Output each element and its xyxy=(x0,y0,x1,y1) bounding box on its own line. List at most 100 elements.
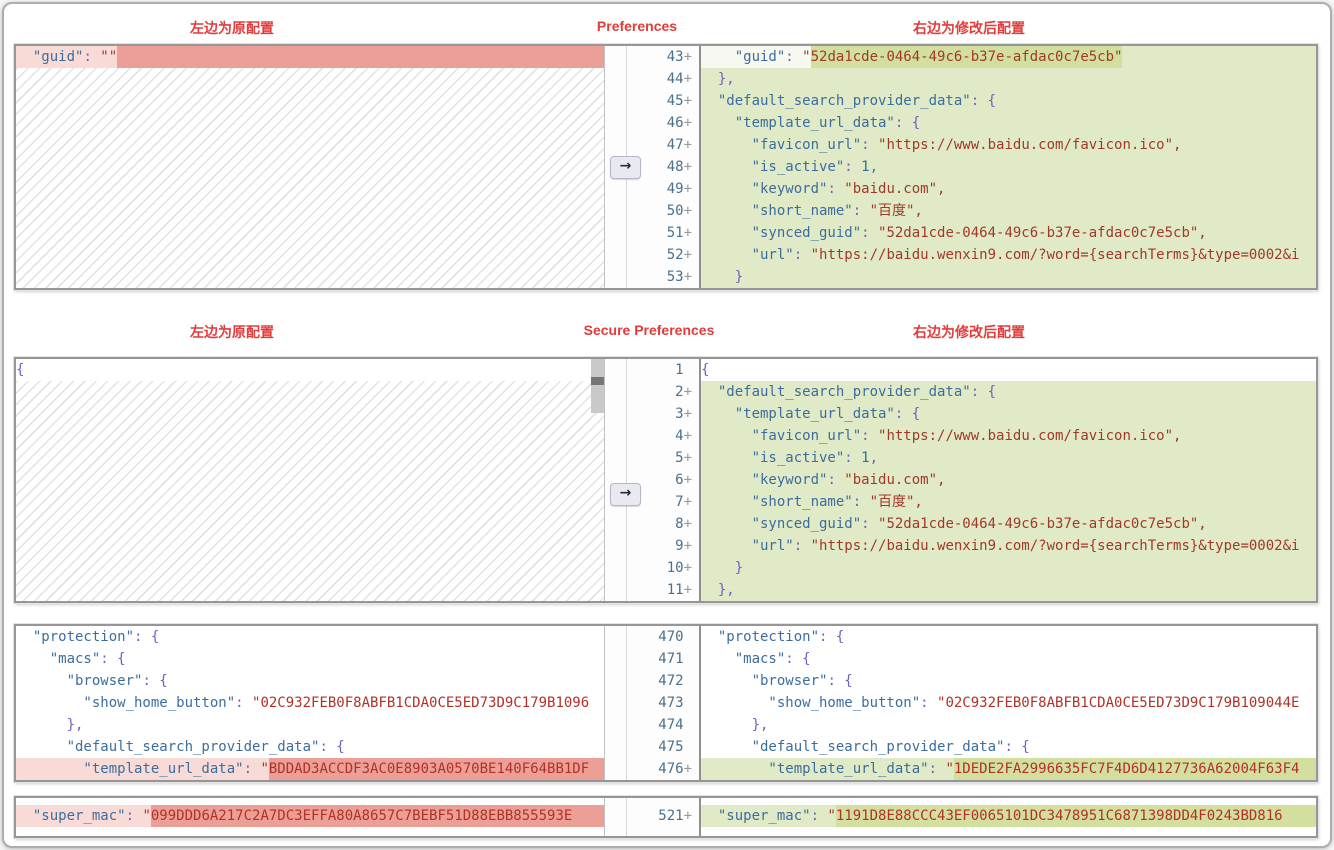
code-line: "template_url_data": { xyxy=(701,112,1316,134)
code-line: "keyword": "baidu.com", xyxy=(701,178,1316,200)
line-number: 44+ xyxy=(666,71,692,87)
modified-config-pane[interactable]: "protection": { "macs": { "browser": { "… xyxy=(701,626,1316,780)
line-number: 11+ xyxy=(666,582,692,598)
line-number: 52+ xyxy=(666,247,692,263)
line-number: 3+ xyxy=(675,406,692,422)
code-line: "macs": { xyxy=(701,648,1316,670)
original-config-pane[interactable]: "protection": { "macs": { "browser": { "… xyxy=(16,626,604,780)
line-number: 48+ xyxy=(666,159,692,175)
code-line: "protection": { xyxy=(701,626,1316,648)
diff-panel-protection-macs: "protection": { "macs": { "browser": { "… xyxy=(14,624,1318,782)
code-line: "short_name": "百度", xyxy=(701,491,1316,513)
merge-arrow-button[interactable]: → xyxy=(610,156,641,179)
file-title: Preferences xyxy=(596,18,678,34)
scrollbar[interactable] xyxy=(591,359,604,413)
modified-config-pane[interactable]: "super_mac": " 1191D8E88CCC43EF0065101DC3… xyxy=(701,798,1316,836)
modified-config-pane[interactable]: { "default_search_provider_data": { "tem… xyxy=(701,359,1316,601)
line-number: 474+ xyxy=(658,717,684,733)
scrollbar-thumb[interactable] xyxy=(591,377,604,385)
code-line: "browser": { xyxy=(701,670,1316,692)
code-line: "super_mac": " 1191D8E88CCC43EF0065101DC3… xyxy=(701,805,1316,827)
line-number: 2+ xyxy=(675,384,692,400)
merge-arrow-button[interactable]: → xyxy=(610,483,641,506)
code-line: "default_search_provider_data": { xyxy=(701,381,1316,403)
code-line: "template_url_data": { xyxy=(701,403,1316,425)
code-line: "show_home_button": "02C932FEB0F8ABFB1CD… xyxy=(16,692,604,714)
code-line: "url": " https://baidu.wenxin9.com/?word=… xyxy=(701,244,1316,266)
diff-panel-super-mac: "super_mac": " 099DDD6A217C2A7DC3EFFA80A8… xyxy=(14,796,1318,838)
code-line: { xyxy=(701,359,1316,381)
line-number: 9+ xyxy=(675,538,692,554)
code-line: "favicon_url": " https://www.baidu.com/fa… xyxy=(701,425,1316,447)
merge-gutter xyxy=(604,798,647,836)
code-line: } xyxy=(701,557,1316,579)
code-line: "super_mac": " 099DDD6A217C2A7DC3EFFA80A8… xyxy=(16,805,604,827)
line-number: 53+ xyxy=(666,269,692,285)
line-number: 51+ xyxy=(666,225,692,241)
line-number: 473+ xyxy=(658,695,684,711)
line-number: 8+ xyxy=(675,516,692,532)
diff-panel-secure-preferences: { → 1+ 2+ 3+ 4+ 5+ 6+ 7+ 8+ 9+ 10+ 11+ { "default_… xyxy=(14,357,1318,603)
left-pane-annotation: 左边为原配置 xyxy=(190,324,274,340)
code-line: }, xyxy=(701,68,1316,90)
line-number: 45+ xyxy=(666,93,692,109)
original-config-pane[interactable]: { xyxy=(16,359,604,601)
merge-gutter: → xyxy=(604,359,647,601)
line-number-gutter: 470+ 471+ 472+ 473+ 474+ 475+ 476+ xyxy=(647,626,701,780)
empty-diff-area xyxy=(16,68,604,288)
line-number: 7+ xyxy=(675,494,692,510)
line-number: 472+ xyxy=(658,673,684,689)
line-number: 46+ xyxy=(666,115,692,131)
code-line: "guid": "" xyxy=(16,46,604,68)
code-line: "macs": { xyxy=(16,648,604,670)
line-number: 5+ xyxy=(675,450,692,466)
line-number: 47+ xyxy=(666,137,692,153)
code-line: }, xyxy=(701,579,1316,601)
line-number: 49+ xyxy=(666,181,692,197)
code-line: "template_url_data": " BDDAD3ACCDF3AC0E89… xyxy=(16,758,604,780)
code-line: "template_url_data": " 1DEDE2FA2996635FC7… xyxy=(701,758,1316,780)
original-config-pane[interactable]: "super_mac": " 099DDD6A217C2A7DC3EFFA80A8… xyxy=(16,798,604,836)
empty-diff-area xyxy=(16,381,604,601)
line-number: 10+ xyxy=(666,560,692,576)
right-pane-annotation: 右边为修改后配置 xyxy=(913,324,1025,340)
code-line: "default_search_provider_data": { xyxy=(16,736,604,758)
line-number: 50+ xyxy=(666,203,692,219)
code-line: "url": " https://baidu.wenxin9.com/?word=… xyxy=(701,535,1316,557)
code-line: "browser": { xyxy=(16,670,604,692)
code-line: "protection": { xyxy=(16,626,604,648)
left-pane-annotation: 左边为原配置 xyxy=(190,20,274,36)
code-line: "synced_guid": "52da1cde-0464-49c6-b37e-… xyxy=(701,513,1316,535)
code-line: { xyxy=(16,359,604,381)
line-number: 4+ xyxy=(675,428,692,444)
line-number: 475+ xyxy=(658,739,684,755)
line-number: 470+ xyxy=(658,629,684,645)
code-line: "short_name": "百度", xyxy=(701,200,1316,222)
modified-config-pane[interactable]: "guid": " 52da1cde-0464-49c6-b37e-afdac0c… xyxy=(701,46,1316,288)
line-number: 43+ xyxy=(666,49,692,65)
original-config-pane[interactable]: "guid": "" xyxy=(16,46,604,288)
code-line: "default_search_provider_data": { xyxy=(701,90,1316,112)
code-line: "is_active": 1, xyxy=(701,156,1316,178)
code-line: "show_home_button": "02C932FEB0F8ABFB1CD… xyxy=(701,692,1316,714)
line-number: 471+ xyxy=(658,651,684,667)
line-number-gutter: 1+ 2+ 3+ 4+ 5+ 6+ 7+ 8+ 9+ 10+ 11+ xyxy=(647,359,701,601)
code-line: }, xyxy=(16,714,604,736)
merge-gutter xyxy=(604,626,647,780)
line-number: 476+ xyxy=(658,761,692,777)
code-line: "default_search_provider_data": { xyxy=(701,736,1316,758)
code-line: "favicon_url": " https://www.baidu.com/fa… xyxy=(701,134,1316,156)
code-line: "guid": " 52da1cde-0464-49c6-b37e-afdac0c… xyxy=(701,46,1316,68)
code-line: "is_active": 1, xyxy=(701,447,1316,469)
line-number: 1+ xyxy=(675,362,684,378)
file-title: Secure Preferences xyxy=(583,322,715,338)
line-number-gutter: 43+ 44+ 45+ 46+ 47+ 48+ 49+ 50+ 51+ 52+ 53+ xyxy=(647,46,701,288)
code-line: }, xyxy=(701,714,1316,736)
diff-panel-preferences: "guid": "" → 43+ 44+ 45+ 46+ 47+ 48+ 49+ 50+ 51+… xyxy=(14,44,1318,290)
line-number-gutter: 521+ xyxy=(647,798,701,836)
merge-gutter: → xyxy=(604,46,647,288)
code-line: "keyword": "baidu.com", xyxy=(701,469,1316,491)
code-line: "synced_guid": "52da1cde-0464-49c6-b37e-… xyxy=(701,222,1316,244)
line-number: 521+ xyxy=(658,808,692,824)
